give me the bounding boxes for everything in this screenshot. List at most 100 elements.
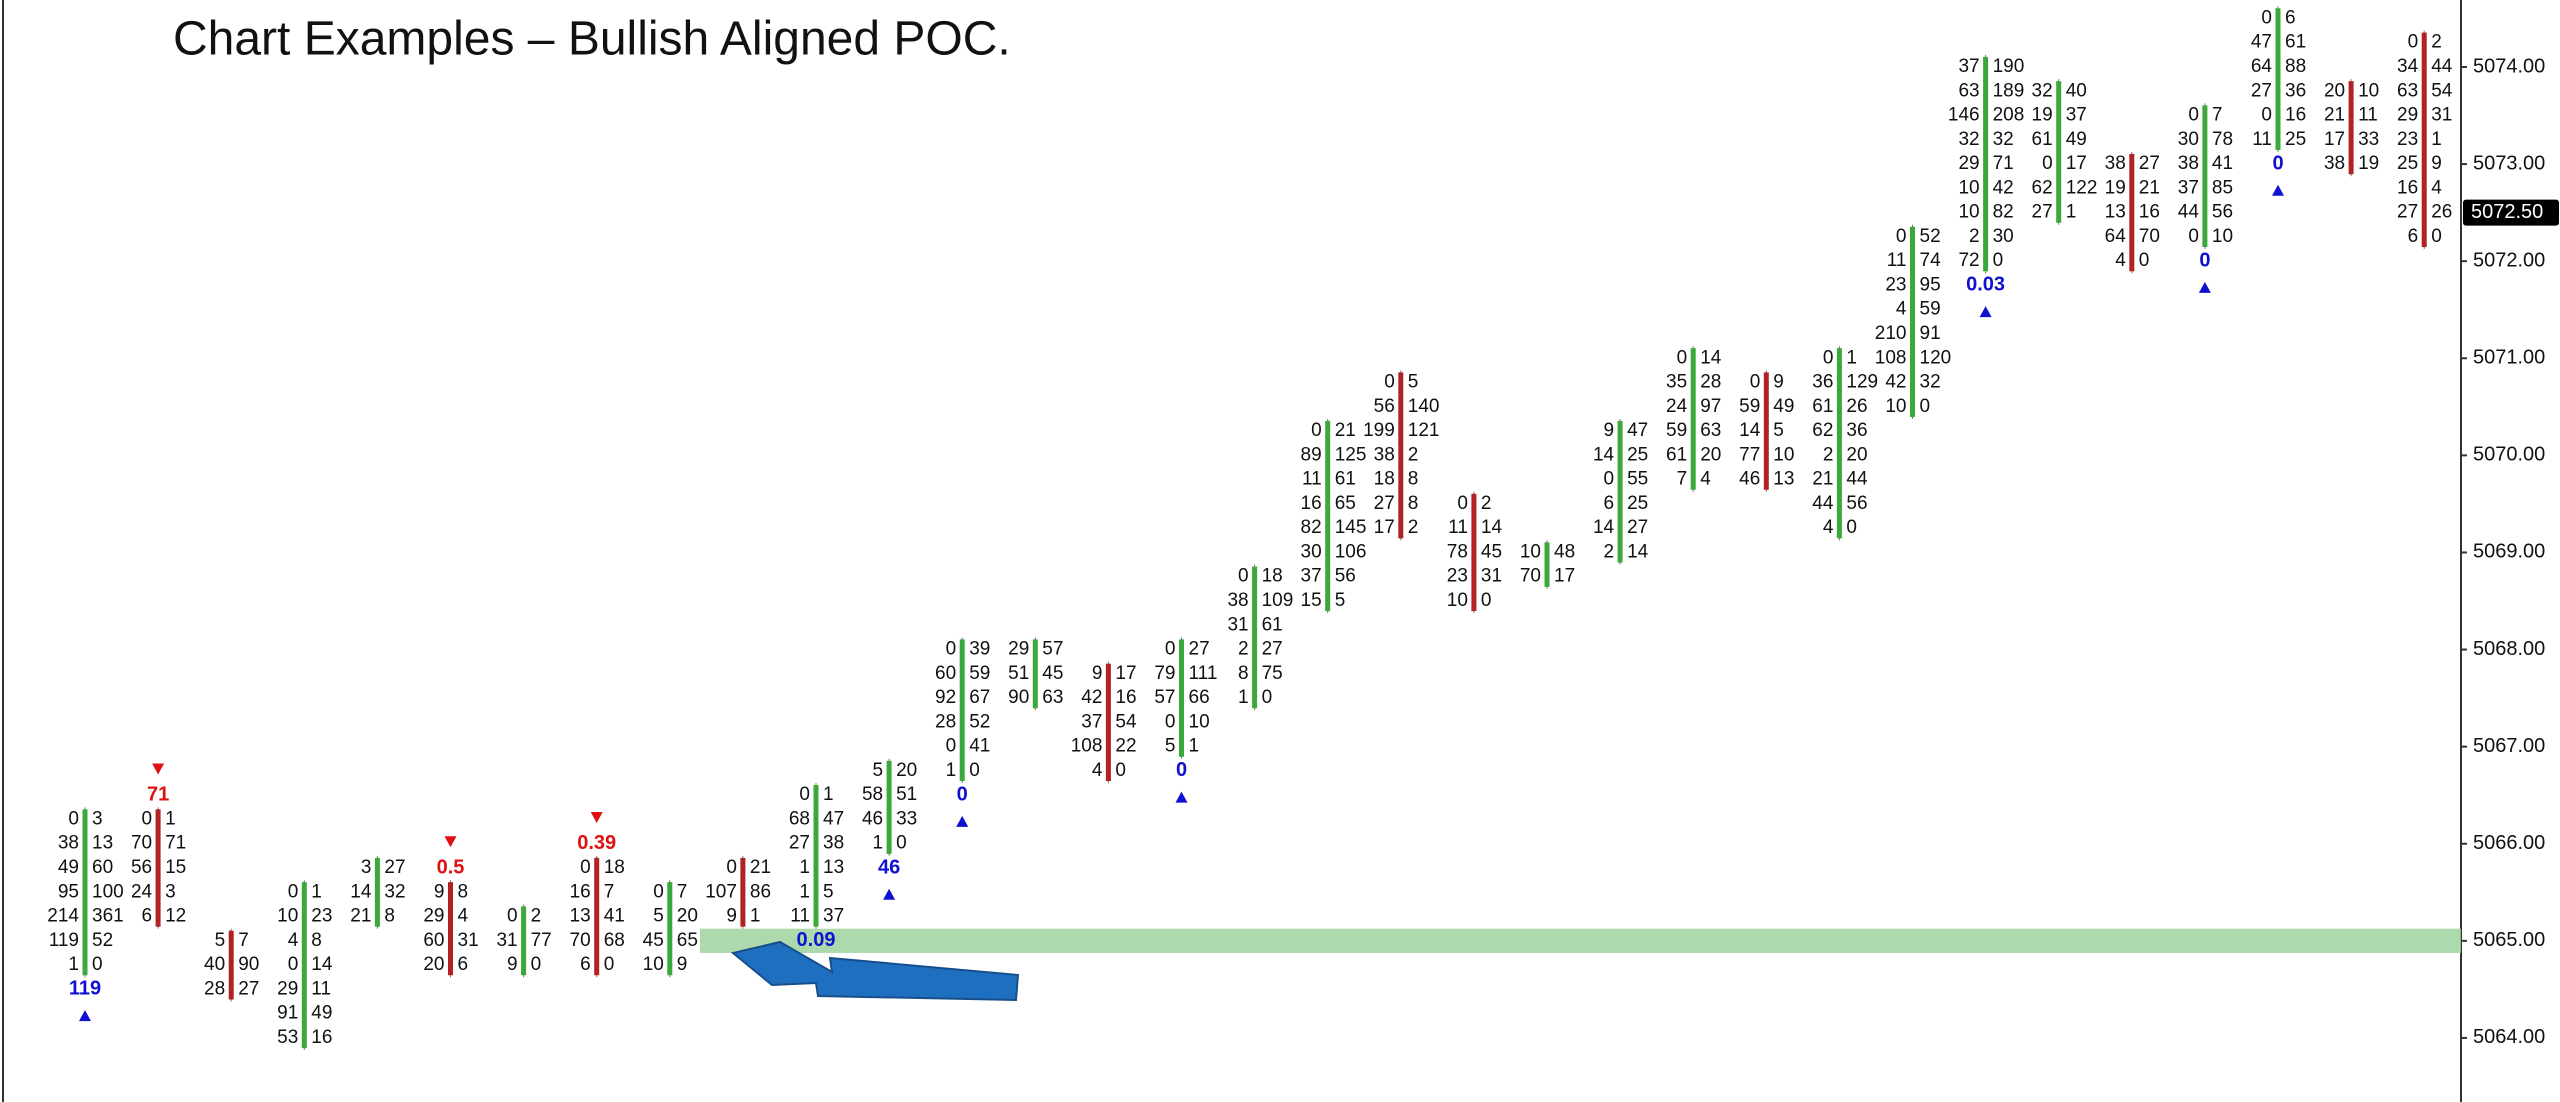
candle-body bbox=[1690, 348, 1696, 490]
ask-volume: 0 bbox=[2139, 250, 2150, 271]
bid-volume: 21 bbox=[350, 906, 371, 927]
ask-volume: 20 bbox=[1700, 444, 1721, 465]
ask-volume: 4 bbox=[458, 906, 469, 927]
candle-body bbox=[1105, 663, 1111, 782]
ask-volume: 0 bbox=[1993, 250, 2004, 271]
ask-volume: 39 bbox=[969, 639, 990, 660]
bid-volume: 77 bbox=[1739, 444, 1760, 465]
ask-volume: 10 bbox=[2358, 80, 2379, 101]
bid-volume: 1 bbox=[873, 833, 884, 854]
ask-volume: 20 bbox=[896, 760, 917, 781]
ask-volume: 28 bbox=[1700, 372, 1721, 393]
bid-volume: 70 bbox=[570, 930, 591, 951]
ask-volume: 56 bbox=[1846, 493, 1867, 514]
bid-volume: 95 bbox=[58, 881, 79, 902]
bid-volume: 23 bbox=[1885, 274, 1906, 295]
candle-body bbox=[1763, 372, 1769, 490]
bid-volume: 64 bbox=[2105, 226, 2127, 247]
bid-volume: 0 bbox=[1311, 420, 1322, 441]
bid-volume: 10 bbox=[1958, 202, 1979, 223]
signal-triangle bbox=[2272, 184, 2284, 196]
ask-volume: 47 bbox=[823, 808, 844, 829]
bid-volume: 38 bbox=[2324, 153, 2345, 174]
ask-volume: 5 bbox=[1335, 590, 1346, 611]
bid-volume: 44 bbox=[1812, 493, 1834, 514]
ask-volume: 7 bbox=[604, 881, 615, 902]
ask-volume: 2 bbox=[2431, 32, 2442, 53]
ask-volume: 32 bbox=[1993, 129, 2014, 150]
bid-volume: 14 bbox=[1739, 420, 1761, 441]
candle-body bbox=[1252, 566, 1258, 709]
bid-volume: 1 bbox=[799, 857, 810, 878]
bid-volume: 31 bbox=[1227, 614, 1248, 635]
bid-volume: 3 bbox=[361, 857, 372, 878]
delta-label: 0.39 bbox=[577, 832, 616, 854]
ask-volume: 6 bbox=[2285, 7, 2296, 28]
bid-volume: 4 bbox=[1896, 299, 1907, 320]
bid-volume: 62 bbox=[1812, 420, 1833, 441]
ask-volume: 3 bbox=[92, 808, 103, 829]
ask-volume: 57 bbox=[1042, 639, 1063, 660]
ask-volume: 0 bbox=[896, 833, 907, 854]
bid-volume: 29 bbox=[1008, 639, 1029, 660]
ask-volume: 49 bbox=[2066, 129, 2087, 150]
bid-volume: 17 bbox=[2324, 129, 2345, 150]
footprint-column: 0 231 779 0 bbox=[496, 904, 552, 978]
signal-triangle bbox=[444, 836, 457, 848]
bid-volume: 29 bbox=[277, 978, 298, 999]
bid-volume: 92 bbox=[935, 687, 956, 708]
bid-volume: 40 bbox=[204, 954, 225, 975]
delta-label: 0 bbox=[1176, 759, 1187, 781]
bid-volume: 2 bbox=[1604, 541, 1615, 562]
signal-triangle bbox=[1979, 306, 1992, 318]
ask-volume: 7 bbox=[677, 881, 688, 902]
ask-volume: 41 bbox=[604, 906, 625, 927]
bid-volume: 27 bbox=[789, 833, 810, 854]
bid-volume: 49 bbox=[58, 857, 79, 878]
ask-volume: 41 bbox=[969, 736, 990, 757]
ask-volume: 17 bbox=[1554, 566, 1575, 587]
ask-volume: 52 bbox=[1920, 226, 1941, 247]
bid-volume: 0 bbox=[1457, 493, 1468, 514]
ask-volume: 67 bbox=[969, 687, 990, 708]
ask-volume: 120 bbox=[1920, 347, 1952, 368]
bid-volume: 11 bbox=[1448, 517, 1468, 538]
ask-volume: 91 bbox=[1920, 323, 1941, 344]
ask-volume: 1 bbox=[2066, 202, 2077, 223]
bid-volume: 27 bbox=[2251, 80, 2272, 101]
candle-body bbox=[1179, 639, 1184, 757]
signal-triangle bbox=[1175, 791, 1188, 803]
bid-volume: 9 bbox=[726, 906, 737, 927]
bid-volume: 1 bbox=[1238, 687, 1249, 708]
ask-volume: 21 bbox=[750, 857, 771, 878]
ask-volume: 56 bbox=[2212, 202, 2233, 223]
candle-body bbox=[667, 882, 673, 976]
ask-volume: 0 bbox=[2431, 226, 2442, 247]
ask-volume: 27 bbox=[238, 978, 259, 999]
ask-volume: 3 bbox=[165, 881, 176, 902]
chart-title: Chart Examples – Bullish Aligned POC. bbox=[173, 13, 1011, 66]
ask-volume: 6 bbox=[458, 954, 469, 975]
footprint-column: 9 8 29 4 60 31 20 6 0.5 bbox=[423, 836, 479, 978]
candle-body bbox=[2129, 153, 2135, 272]
ask-volume: 13 bbox=[823, 857, 844, 878]
ask-volume: 63 bbox=[1042, 687, 1063, 708]
ask-volume: 5 bbox=[1408, 372, 1419, 393]
ask-volume: 18 bbox=[1262, 566, 1283, 587]
bid-volume: 24 bbox=[131, 881, 153, 902]
ask-volume: 88 bbox=[2285, 56, 2306, 77]
bid-volume: 0 bbox=[946, 639, 957, 660]
bid-volume: 5 bbox=[1165, 736, 1176, 757]
delta-label: 119 bbox=[69, 978, 101, 1000]
bid-volume: 1 bbox=[68, 954, 79, 975]
bid-volume: 119 bbox=[49, 930, 79, 951]
bid-volume: 4 bbox=[2115, 250, 2126, 271]
bid-volume: 0 bbox=[1384, 372, 1395, 393]
bid-volume: 61 bbox=[1812, 396, 1833, 417]
signal-triangle bbox=[590, 812, 603, 824]
bid-volume: 0 bbox=[1823, 347, 1834, 368]
bid-volume: 23 bbox=[1447, 566, 1468, 587]
candle-body bbox=[2348, 81, 2354, 175]
